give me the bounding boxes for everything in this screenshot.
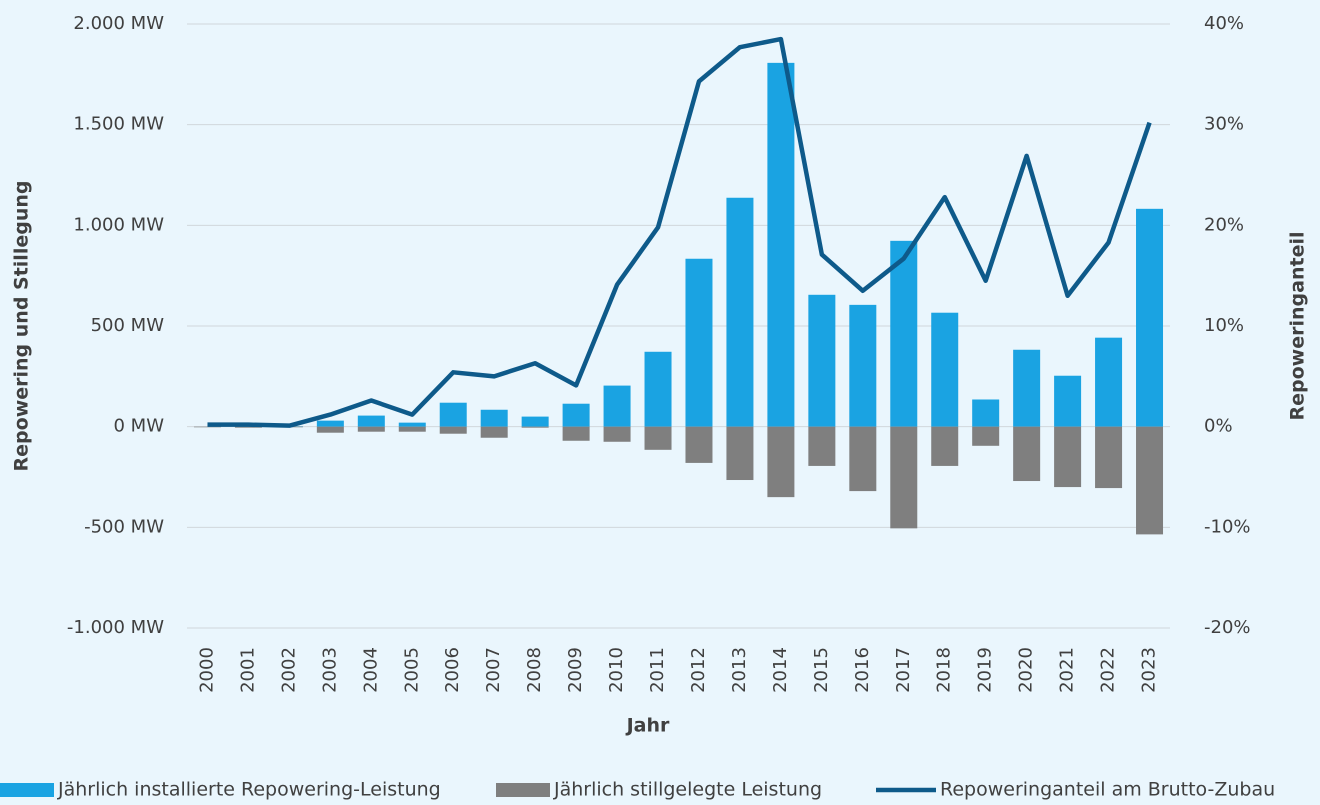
bar: [562, 403, 590, 427]
x-tick-label: 2002: [278, 647, 299, 693]
bar: [808, 426, 836, 466]
bar: [562, 426, 590, 441]
line: [207, 36, 1152, 428]
bar: [1013, 349, 1041, 427]
bar: [439, 426, 467, 434]
y-tick-label: -1.000 MW: [67, 617, 164, 638]
y2-tick-label: -20%: [1204, 617, 1251, 638]
bar: [480, 426, 508, 438]
bar: [1136, 426, 1164, 535]
bar: [726, 426, 754, 481]
legend-label: Jährlich installierte Repowering-Leistun…: [57, 779, 441, 801]
bar: [1095, 337, 1123, 427]
bar: [521, 426, 549, 428]
x-tick-label: 2009: [565, 647, 586, 693]
x-tick-label: 2015: [811, 647, 832, 693]
bar: [603, 426, 631, 442]
bar: [849, 304, 877, 427]
bar: [1136, 208, 1164, 427]
bar: [316, 420, 344, 427]
bar: [644, 426, 672, 450]
bar: [439, 402, 467, 427]
y-axis-title: Repowering und Stillegung: [11, 181, 33, 472]
bar: [1054, 426, 1082, 488]
x-tick-label: 2020: [1016, 647, 1037, 693]
bar: [890, 426, 918, 529]
x-tick-label: 2012: [688, 647, 709, 693]
x-tick-label: 2014: [770, 647, 791, 693]
bar: [808, 294, 836, 427]
bar: [1013, 426, 1041, 482]
x-axis-title: Jahr: [625, 715, 670, 737]
x-tick-label: 2008: [524, 647, 545, 693]
bar: [767, 426, 795, 498]
bar: [726, 197, 754, 427]
x-tick-label: 2003: [319, 647, 340, 693]
x-tick-label: 2007: [483, 647, 504, 693]
x-tick-label: 2018: [934, 647, 955, 693]
bar: [398, 422, 426, 427]
y-tick-label: 1.500 MW: [73, 114, 164, 135]
legend-label: Repoweringanteil am Brutto-Zubau: [940, 779, 1275, 801]
bar: [644, 351, 672, 427]
bar: [972, 399, 1000, 427]
y2-tick-label: 40%: [1204, 13, 1244, 34]
y-tick-label: 1.000 MW: [73, 214, 164, 235]
x-tick-label: 2005: [401, 647, 422, 693]
bar: [357, 415, 385, 427]
y-tick-label: 0 MW: [113, 416, 164, 437]
y-tick-label: 500 MW: [91, 315, 165, 336]
bar: [685, 258, 713, 427]
legend-swatch: [496, 783, 550, 797]
bar: [193, 426, 221, 428]
bar: [931, 312, 959, 427]
x-tick-label: 2013: [729, 647, 750, 693]
y2-tick-label: 20%: [1204, 214, 1244, 235]
y2-tick-label: 30%: [1204, 114, 1244, 135]
x-tick-label: 2000: [196, 647, 217, 693]
y2-tick-label: 10%: [1204, 315, 1244, 336]
legend-swatch: [0, 783, 54, 797]
y2-tick-label: 0%: [1204, 416, 1233, 437]
bar: [521, 416, 549, 427]
bar: [972, 426, 1000, 446]
bar: [603, 385, 631, 427]
x-tick-label: 2001: [237, 647, 258, 693]
y2-tick-label: -10%: [1204, 516, 1251, 537]
x-tick-label: 2017: [893, 647, 914, 693]
bar: [931, 426, 959, 466]
bar: [357, 426, 385, 432]
x-tick-label: 2021: [1057, 647, 1078, 693]
x-tick-label: 2011: [647, 647, 668, 693]
x-tick-label: 2016: [852, 647, 873, 693]
x-tick-label: 2022: [1098, 647, 1119, 693]
x-tick-label: 2004: [360, 647, 381, 693]
bar: [890, 240, 918, 427]
bar: [480, 409, 508, 427]
x-tick-label: 2019: [975, 647, 996, 693]
y-tick-label: 2.000 MW: [73, 13, 164, 34]
bar: [849, 426, 877, 492]
bar: [398, 426, 426, 432]
bar: [1054, 375, 1082, 427]
x-tick-label: 2023: [1139, 647, 1160, 693]
bar: [316, 426, 344, 433]
bar: [685, 426, 713, 463]
x-tick-label: 2006: [442, 647, 463, 693]
y2-axis-title: Repoweringanteil: [1287, 232, 1309, 421]
legend-label: Jährlich stillgelegte Leistung: [553, 779, 822, 801]
bar: [234, 426, 262, 428]
bar: [767, 62, 795, 427]
y-tick-label: -500 MW: [84, 516, 164, 537]
x-tick-label: 2010: [606, 647, 627, 693]
bar: [1095, 426, 1123, 489]
